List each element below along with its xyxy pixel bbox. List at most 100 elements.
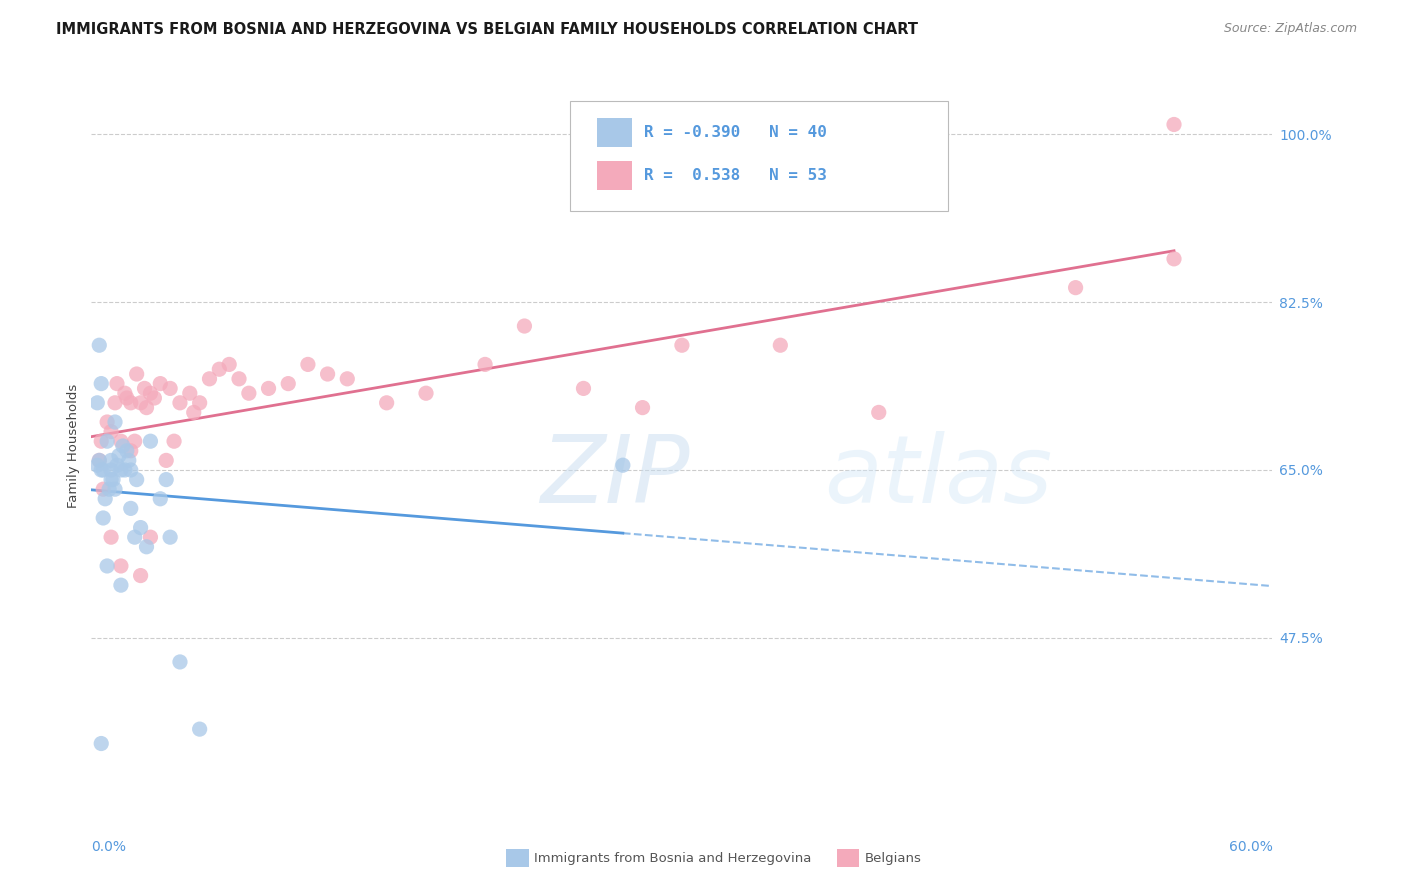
- Point: [110, 558, 132, 573]
- Point: [90, 463, 112, 477]
- Point: [124, 530, 146, 544]
- Point: [375, 396, 398, 410]
- Point: [91, 511, 114, 525]
- Point: [86, 396, 108, 410]
- Text: Immigrants from Bosnia and Herzegovina: Immigrants from Bosnia and Herzegovina: [534, 852, 811, 864]
- Point: [105, 458, 128, 473]
- Point: [179, 386, 201, 401]
- Point: [1064, 280, 1087, 294]
- Point: [111, 439, 134, 453]
- Point: [115, 391, 138, 405]
- Point: [155, 453, 177, 467]
- Point: [129, 396, 152, 410]
- Point: [120, 501, 142, 516]
- Point: [125, 367, 148, 381]
- Point: [124, 434, 146, 449]
- Point: [868, 405, 890, 419]
- Point: [1163, 252, 1185, 266]
- Point: [89, 453, 111, 467]
- Point: [631, 401, 654, 415]
- Point: [257, 381, 280, 395]
- Point: [100, 453, 122, 467]
- Point: [143, 391, 166, 405]
- Point: [159, 381, 181, 395]
- Point: [671, 338, 693, 352]
- Point: [135, 401, 157, 415]
- Point: [105, 376, 128, 391]
- Point: [104, 396, 127, 410]
- Point: [115, 443, 138, 458]
- Point: [149, 376, 172, 391]
- Point: [769, 338, 792, 352]
- Point: [183, 405, 205, 419]
- Point: [120, 463, 142, 477]
- Point: [104, 482, 127, 496]
- Point: [91, 482, 114, 496]
- Point: [135, 540, 157, 554]
- Point: [188, 396, 211, 410]
- Point: [108, 449, 131, 463]
- Bar: [598, 118, 633, 146]
- Point: [96, 434, 118, 449]
- Point: [277, 376, 299, 391]
- Point: [155, 473, 177, 487]
- Text: IMMIGRANTS FROM BOSNIA AND HERZEGOVINA VS BELGIAN FAMILY HOUSEHOLDS CORRELATION : IMMIGRANTS FROM BOSNIA AND HERZEGOVINA V…: [56, 22, 918, 37]
- Point: [612, 458, 634, 473]
- Text: R =  0.538   N = 53: R = 0.538 N = 53: [644, 168, 827, 183]
- Point: [104, 415, 127, 429]
- Point: [100, 463, 122, 477]
- FancyBboxPatch shape: [569, 101, 948, 211]
- Point: [198, 372, 221, 386]
- Point: [89, 338, 111, 352]
- Point: [297, 358, 319, 372]
- Point: [90, 434, 112, 449]
- Point: [86, 458, 108, 473]
- Point: [139, 530, 162, 544]
- Point: [96, 558, 118, 573]
- Point: [163, 434, 186, 449]
- Point: [91, 463, 114, 477]
- Point: [139, 434, 162, 449]
- Point: [120, 443, 142, 458]
- Point: [90, 737, 112, 751]
- Point: [139, 386, 162, 401]
- Point: [208, 362, 231, 376]
- Text: 0.0%: 0.0%: [91, 840, 127, 855]
- Point: [159, 530, 181, 544]
- Point: [572, 381, 595, 395]
- Point: [1163, 118, 1185, 132]
- Point: [474, 358, 496, 372]
- Point: [134, 381, 156, 395]
- Point: [120, 396, 142, 410]
- Point: [100, 473, 122, 487]
- Point: [110, 578, 132, 592]
- Point: [149, 491, 172, 506]
- Point: [316, 367, 339, 381]
- Point: [98, 482, 121, 496]
- Point: [110, 434, 132, 449]
- Point: [101, 473, 124, 487]
- Point: [228, 372, 250, 386]
- Point: [415, 386, 437, 401]
- Point: [238, 386, 260, 401]
- Point: [100, 425, 122, 439]
- Point: [118, 453, 141, 467]
- Text: 60.0%: 60.0%: [1229, 840, 1272, 855]
- Point: [513, 319, 536, 334]
- Point: [129, 520, 152, 534]
- Y-axis label: Family Households: Family Households: [67, 384, 80, 508]
- Text: R = -0.390   N = 40: R = -0.390 N = 40: [644, 125, 827, 140]
- Point: [125, 473, 148, 487]
- Text: Source: ZipAtlas.com: Source: ZipAtlas.com: [1223, 22, 1357, 36]
- Point: [188, 722, 211, 736]
- Point: [114, 386, 136, 401]
- Point: [96, 415, 118, 429]
- Point: [89, 453, 111, 467]
- Text: ZIP: ZIP: [540, 431, 690, 522]
- Point: [90, 376, 112, 391]
- Point: [336, 372, 359, 386]
- Text: atlas: atlas: [824, 431, 1052, 522]
- Point: [110, 463, 132, 477]
- Point: [169, 655, 191, 669]
- Text: Belgians: Belgians: [865, 852, 921, 864]
